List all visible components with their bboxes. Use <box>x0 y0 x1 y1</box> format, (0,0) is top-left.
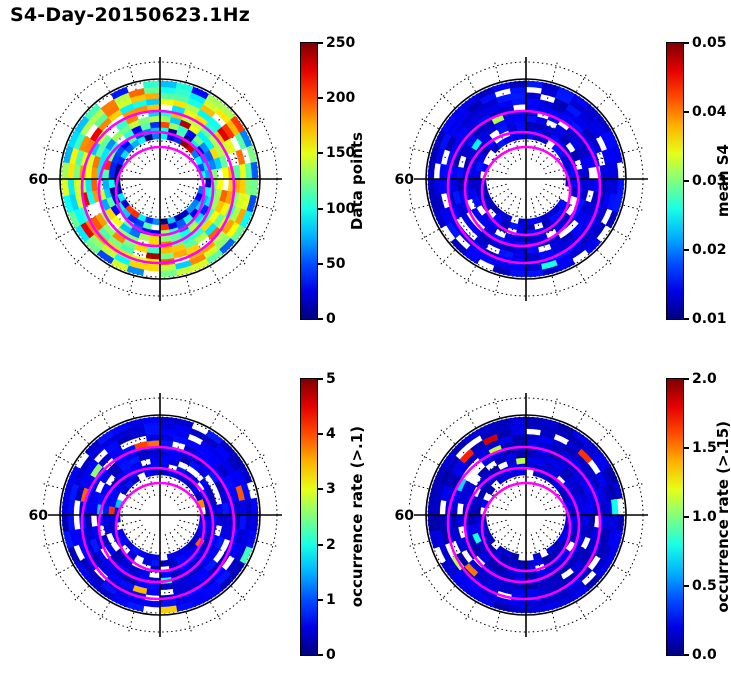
colorbar-tick <box>684 654 689 656</box>
auroral-oval-contours <box>446 109 602 265</box>
svg-text:60: 60 <box>395 508 415 524</box>
svg-text:60: 60 <box>29 508 49 524</box>
colorbar-ticks: 0.0 0.5 1.0 1.5 2.0 <box>684 371 731 663</box>
colorbar-occurrence-rate-0-15 <box>666 378 684 656</box>
colorbar-tick <box>318 378 323 380</box>
colorbar-tick-label: 3 <box>326 481 336 497</box>
colorbar-tick-label: 250 <box>326 35 356 51</box>
colorbar-tick <box>684 42 689 44</box>
radial-tick-label: 60 <box>22 170 48 188</box>
colorbar-tick-label: 4 <box>326 426 336 442</box>
auroral-oval-contours <box>80 109 236 265</box>
colorbar-label-occurrence-rate-0-15: occurrence rate (>.15) <box>714 421 731 613</box>
colorbar-tick <box>684 378 689 380</box>
colorbar-tick <box>684 111 689 113</box>
colorbar-data-points <box>300 42 318 320</box>
colorbar-tick-label: 0.02 <box>692 242 727 258</box>
colorbar-tick-label: 50 <box>326 256 346 272</box>
colorbar-tick <box>684 516 689 518</box>
colorbar-tick-label: 1 <box>326 592 336 608</box>
colorbar-label-data-points: Data points <box>348 131 366 231</box>
colorbar-tick <box>318 544 323 546</box>
colorbar-occurrence-rate-0-1 <box>300 378 318 656</box>
colorbar-tick <box>684 447 689 449</box>
colorbar-tick-label: 1.0 <box>692 509 717 525</box>
colorbar-tick-label: 0.5 <box>692 578 717 594</box>
colorbar-tick <box>684 180 689 182</box>
colorbar-label-mean-s4: mean S4 <box>714 144 731 218</box>
colorbar-tick-label: 0.0 <box>692 647 717 663</box>
colorbar-tick-label: 0.05 <box>692 35 727 51</box>
radial-tick-label: 60 <box>388 170 414 188</box>
crosshair <box>404 393 648 637</box>
colorbar-tick-label: 0.01 <box>692 311 727 327</box>
colorbar-tick-label: 100 <box>326 201 356 217</box>
colorbar-tick-label: 0 <box>326 647 336 663</box>
radial-tick-label: 60 <box>22 506 48 524</box>
colorbar-tick-label: 1.5 <box>692 440 717 456</box>
polar-plot-mean-s4: 60 <box>388 57 648 301</box>
radial-tick-label: 60 <box>388 506 414 524</box>
colorbar-tick <box>318 488 323 490</box>
colorbar-tick <box>318 433 323 435</box>
colorbar-ticks: 0 50 100 150 200 250 <box>318 35 368 327</box>
colorbar-tick <box>318 654 323 656</box>
panel-data-points: 60 0 50 100 150 200 250 Data points <box>0 28 368 340</box>
colorbar-tick <box>684 318 689 320</box>
colorbar-ticks: 0 1 2 3 4 5 <box>318 371 368 663</box>
colorbar-tick-label: 5 <box>326 371 336 387</box>
colorbar-tick <box>318 318 323 320</box>
panel-occurrence-rate-0-1: 60 0 1 2 3 4 5 occurrence rate (>.1) <box>0 364 368 674</box>
crosshair <box>404 57 648 301</box>
colorbar-label-occurrence-rate-0-1: occurrence rate (>.1) <box>348 426 366 608</box>
colorbar-ticks: 0.01 0.02 0.03 0.04 0.05 <box>684 35 731 327</box>
panel-occurrence-rate-0-15: 60 0.0 0.5 1.0 1.5 2.0 occurrence rate (>.15… <box>366 364 731 674</box>
colorbar-tick <box>318 97 323 99</box>
figure-title: S4-Day-20150623.1Hz <box>10 4 251 26</box>
colorbar-tick-label: 0.04 <box>692 104 727 120</box>
colorbar-mean-s4 <box>666 42 684 320</box>
colorbar-tick <box>318 599 323 601</box>
colorbar-tick-label: 0.03 <box>692 173 727 189</box>
colorbar-tick <box>684 249 689 251</box>
colorbar-tick-label: 200 <box>326 90 356 106</box>
colorbar-tick <box>318 263 323 265</box>
crosshair <box>38 393 282 637</box>
colorbar-tick-label: 0 <box>326 311 336 327</box>
colorbar-tick <box>318 208 323 210</box>
colorbar-tick <box>684 585 689 587</box>
colorbar-tick-label: 150 <box>326 145 356 161</box>
svg-text:60: 60 <box>395 172 415 188</box>
crosshair <box>38 57 282 301</box>
colorbar-tick <box>318 152 323 154</box>
svg-text:60: 60 <box>29 172 49 188</box>
colorbar-tick-label: 2 <box>326 537 336 553</box>
auroral-oval-contours <box>80 445 236 601</box>
polar-plot-occurrence-rate-0-1: 60 <box>22 393 282 637</box>
colorbar-tick <box>318 42 323 44</box>
auroral-oval-contours <box>446 445 602 601</box>
colorbar-tick-label: 2.0 <box>692 371 717 387</box>
panel-mean-s4: 60 0.01 0.02 0.03 0.04 0.05 mean S4 <box>366 28 731 340</box>
polar-plot-data-points: 60 <box>22 57 282 301</box>
polar-plot-occurrence-rate-0-15: 60 <box>388 393 648 637</box>
